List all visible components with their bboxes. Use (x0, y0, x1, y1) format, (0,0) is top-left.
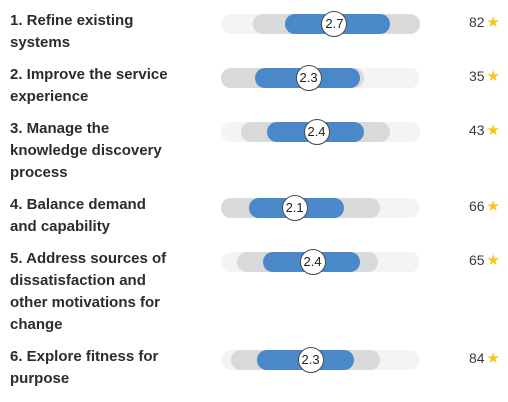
score-track: 2.1 (221, 195, 420, 221)
practice-title: 5. Address sources of dissatisfaction an… (10, 250, 167, 333)
rating-count: 84 ★ (469, 346, 500, 370)
rating-count-value: 35 (468, 68, 485, 84)
practice-title: 1. Refine existing systems (10, 12, 134, 51)
star-icon: ★ (486, 197, 500, 215)
score-track: 2.4 (221, 119, 420, 145)
practice-row[interactable]: 5. Address sources of dissatisfaction an… (0, 248, 508, 338)
star-icon: ★ (486, 67, 500, 85)
rating-count-value: 43 (468, 122, 485, 138)
rating-count: 43 ★ (469, 118, 500, 142)
rating-count-value: 65 (468, 252, 485, 268)
practice-row[interactable]: 6. Explore fitness for purpose 2.3 84 ★ (0, 346, 508, 392)
score-track: 2.4 (221, 249, 420, 275)
star-icon: ★ (486, 251, 500, 269)
rating-count-value: 66 (468, 198, 485, 214)
score-marker: 2.4 (303, 119, 330, 145)
practice-title: 3. Manage the knowledge discovery proces… (10, 120, 162, 181)
practice-title: 4. Balance demand and capability (10, 196, 146, 235)
practice-title: 6. Explore fitness for purpose (10, 348, 159, 387)
practice-title: 2. Improve the service experience (10, 66, 168, 105)
score-marker: 2.7 (321, 11, 348, 37)
practice-row[interactable]: 3. Manage the knowledge discovery proces… (0, 118, 508, 186)
score-marker: 2.3 (297, 347, 324, 373)
rating-count: 65 ★ (469, 248, 500, 272)
rating-count-value: 84 (468, 350, 485, 366)
score-track: 2.7 (221, 11, 420, 37)
score-marker: 2.3 (295, 65, 322, 91)
score-marker: 2.4 (299, 249, 326, 275)
practice-row[interactable]: 1. Refine existing systems 2.7 82 ★ (0, 10, 508, 56)
score-marker: 2.1 (281, 195, 308, 221)
rating-count: 66 ★ (469, 194, 500, 218)
rating-count: 82 ★ (469, 10, 500, 34)
star-icon: ★ (486, 121, 500, 139)
score-track: 2.3 (221, 347, 420, 373)
practice-row[interactable]: 4. Balance demand and capability 2.1 66 … (0, 194, 508, 240)
star-icon: ★ (486, 13, 500, 31)
score-track: 2.3 (221, 65, 420, 91)
rating-count: 35 ★ (469, 64, 500, 88)
star-icon: ★ (486, 349, 500, 367)
practice-row[interactable]: 2. Improve the service experience 2.3 35… (0, 64, 508, 110)
rating-count-value: 82 (468, 14, 485, 30)
